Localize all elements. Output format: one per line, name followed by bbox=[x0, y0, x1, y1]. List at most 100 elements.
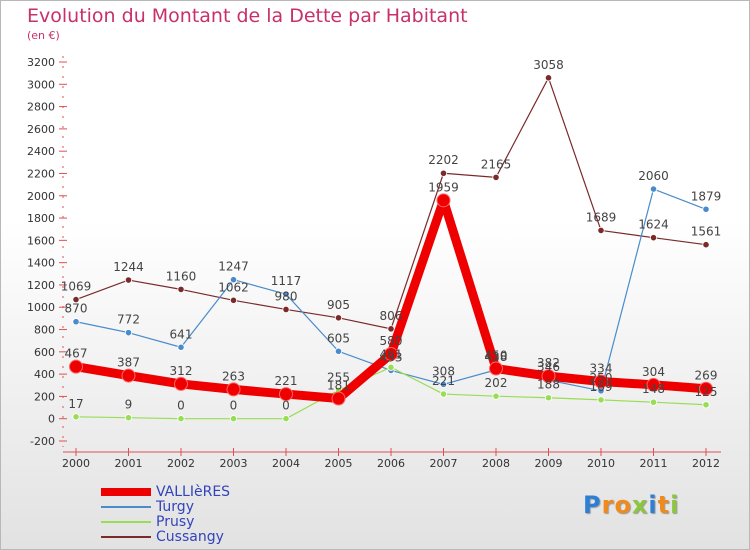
x-tick-label: 2000 bbox=[62, 457, 90, 470]
logo-letter: x bbox=[631, 491, 649, 519]
data-point-vallires bbox=[121, 368, 136, 383]
y-tick-label: 1800 bbox=[27, 212, 55, 225]
data-point-prusy bbox=[72, 413, 80, 421]
logo-letter: i bbox=[648, 491, 658, 519]
chart-title: Evolution du Montant de la Dette par Hab… bbox=[27, 5, 468, 27]
data-label-turgy: 1879 bbox=[691, 189, 722, 203]
data-labels: 467 387 312 263 221 181 580 1959 450 382 334 304 269… bbox=[61, 58, 722, 413]
data-label-cussangy: 1624 bbox=[638, 218, 669, 232]
series-line-cussangy bbox=[75, 77, 707, 330]
y-tick-label: 800 bbox=[34, 324, 55, 337]
x-tick-label: 2007 bbox=[430, 457, 458, 470]
data-point-prusy bbox=[387, 363, 395, 371]
data-label-prusy: 125 bbox=[695, 385, 718, 399]
data-point-cussangy bbox=[72, 295, 80, 304]
data-point-vallires bbox=[69, 359, 83, 374]
x-tick-label: 2009 bbox=[535, 457, 563, 470]
logo-letter: P bbox=[583, 491, 602, 519]
data-label-cussangy: 1069 bbox=[61, 280, 92, 294]
data-point-cussangy bbox=[544, 74, 553, 82]
data-label-cussangy: 806 bbox=[380, 309, 403, 323]
data-label-turgy: 308 bbox=[432, 364, 455, 378]
x-tick-label: 2003 bbox=[220, 457, 248, 470]
y-tick-label: -200 bbox=[30, 435, 55, 448]
data-label-cussangy: 1160 bbox=[166, 269, 197, 283]
x-tick-label: 2001 bbox=[115, 457, 143, 470]
data-point-turgy bbox=[334, 347, 343, 355]
data-label-prusy: 17 bbox=[68, 397, 83, 411]
x-tick-label: 2008 bbox=[482, 457, 510, 470]
data-label-vallires: 334 bbox=[590, 361, 613, 375]
data-point-vallires bbox=[279, 387, 293, 402]
data-point-turgy bbox=[124, 329, 133, 337]
data-point-prusy bbox=[177, 415, 185, 423]
y-tick-label: 600 bbox=[34, 346, 55, 359]
data-label-turgy: 641 bbox=[170, 327, 193, 341]
x-tick-label: 2004 bbox=[272, 457, 300, 470]
data-label-vallires: 387 bbox=[117, 356, 140, 370]
data-label-cussangy: 2202 bbox=[428, 153, 459, 167]
data-label-prusy: 202 bbox=[485, 376, 508, 390]
logo-letter: r bbox=[601, 491, 615, 519]
data-label-vallires: 181 bbox=[327, 379, 350, 393]
data-label-vallires: 263 bbox=[222, 369, 245, 383]
data-label-turgy: 433 bbox=[380, 350, 403, 364]
data-label-vallires: 1959 bbox=[428, 180, 459, 194]
legend-swatch bbox=[101, 536, 151, 538]
data-point-prusy bbox=[702, 401, 710, 409]
y-tick-label: 2600 bbox=[27, 123, 55, 136]
data-label-turgy: 772 bbox=[117, 313, 140, 327]
y-tick-label: 2000 bbox=[27, 190, 55, 203]
data-label-vallires: 312 bbox=[170, 364, 193, 378]
data-point-vallires bbox=[594, 374, 608, 389]
logo-letter: o bbox=[614, 491, 632, 519]
data-point-turgy bbox=[229, 276, 238, 284]
y-tick-label: 1400 bbox=[27, 257, 55, 270]
legend-label: Turgy bbox=[156, 499, 194, 515]
data-label-vallires: 580 bbox=[380, 334, 403, 348]
data-point-cussangy bbox=[492, 173, 500, 181]
data-point-cussangy bbox=[334, 314, 343, 322]
data-label-cussangy: 980 bbox=[275, 289, 298, 303]
data-label-cussangy: 1244 bbox=[113, 260, 144, 274]
data-point-cussangy bbox=[439, 169, 448, 177]
data-label-vallires: 304 bbox=[642, 365, 665, 379]
data-label-cussangy: 1561 bbox=[691, 225, 722, 239]
data-point-prusy bbox=[282, 415, 290, 423]
data-label-prusy: 461 bbox=[380, 347, 403, 361]
y-tick-label: 3200 bbox=[27, 56, 55, 69]
data-point-vallires bbox=[226, 382, 241, 397]
data-label-prusy: 221 bbox=[432, 374, 455, 388]
data-label-prusy: 148 bbox=[642, 382, 665, 396]
data-label-turgy: 438 bbox=[485, 350, 508, 364]
x-tick-label: 2002 bbox=[167, 457, 195, 470]
logo-letter: i bbox=[670, 491, 680, 519]
data-point-vallires bbox=[436, 193, 451, 208]
data-label-prusy: 169 bbox=[590, 380, 613, 394]
data-label-vallires: 382 bbox=[537, 356, 560, 370]
logo-letter: t bbox=[657, 491, 671, 519]
data-point-turgy bbox=[177, 343, 185, 351]
data-label-turgy: 2060 bbox=[638, 169, 669, 183]
data-point-vallires bbox=[699, 381, 713, 396]
data-point-prusy bbox=[649, 398, 658, 406]
legend-swatch bbox=[101, 521, 151, 523]
data-label-vallires: 269 bbox=[695, 369, 718, 383]
y-tick-label: 1000 bbox=[27, 301, 55, 314]
data-point-turgy bbox=[282, 290, 290, 298]
data-point-turgy bbox=[649, 185, 658, 193]
data-label-vallires: 450 bbox=[485, 349, 508, 363]
x-tick-label: 2005 bbox=[325, 457, 353, 470]
data-point-cussangy bbox=[177, 285, 185, 293]
data-point-vallires bbox=[489, 361, 503, 376]
data-label-prusy: 255 bbox=[327, 370, 350, 384]
data-label-turgy: 1247 bbox=[218, 260, 249, 274]
legend-swatch bbox=[101, 488, 151, 496]
data-point-prusy bbox=[597, 396, 605, 404]
axes: -200020040060080010001200140016001800200… bbox=[27, 56, 721, 470]
data-point-cussangy bbox=[229, 296, 238, 304]
data-label-prusy: 0 bbox=[177, 399, 185, 413]
y-tick-label: 400 bbox=[34, 368, 55, 381]
